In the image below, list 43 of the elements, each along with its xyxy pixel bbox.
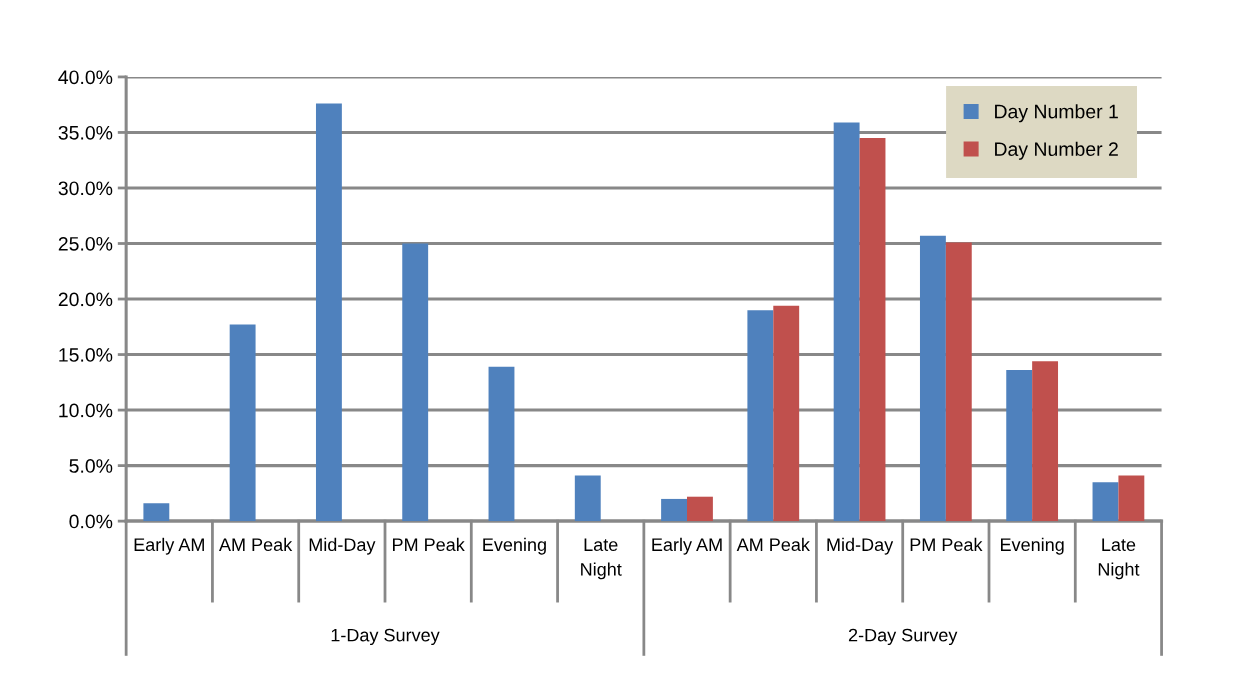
y-tick-label: 20.0% (58, 292, 113, 307)
x-tick-label: Early AM (652, 537, 722, 555)
x-tick-label: Mid-Day (827, 537, 894, 555)
bar (402, 243, 429, 522)
bar (574, 475, 601, 522)
y-tick-label: 25.0% (58, 236, 113, 251)
y-tick-label: 40.0% (58, 70, 113, 85)
bar (488, 366, 515, 522)
text: 2-Day Survey (848, 628, 958, 646)
bar (229, 324, 256, 522)
bar (315, 103, 342, 522)
bar (1118, 475, 1145, 522)
y-tick-label: 35.0% (58, 125, 113, 140)
x-tick-label: Early AM (134, 537, 204, 555)
x-tick-label: AM Peak (736, 537, 810, 552)
bar (1092, 482, 1119, 522)
x-tick-label: Late Night (581, 538, 622, 580)
bar (143, 503, 170, 522)
legend-label: Day Number 1 (995, 104, 1118, 123)
x-tick-label: PM Peak (910, 537, 983, 552)
x-tick-label: AM Peak (218, 537, 293, 552)
bar (859, 138, 886, 522)
legend-label: Day Number 2 (995, 141, 1118, 160)
bar (919, 235, 946, 522)
bar (773, 305, 800, 522)
y-tick-label: 5.0% (69, 459, 113, 473)
y-tick-label: 30.0% (58, 181, 113, 196)
x-tick-label: PM Peak (393, 537, 465, 552)
y-tick-label: 10.0% (59, 403, 113, 418)
bar (833, 122, 860, 522)
y-tick-label: 15.0% (59, 348, 113, 362)
bar (687, 496, 713, 522)
bar (945, 242, 972, 522)
x-tick-label: Evening (483, 537, 546, 555)
x-tick-label: Late Night (1098, 538, 1140, 580)
bar (1032, 361, 1059, 522)
bar (1006, 370, 1033, 522)
bar (747, 310, 774, 522)
x-tick-label: Evening (1001, 537, 1064, 555)
x-tick-label: Mid-Day (309, 537, 376, 555)
text: 1-Day Survey (331, 628, 440, 646)
bar (661, 498, 687, 522)
y-tick-label: 0.0% (69, 514, 113, 529)
